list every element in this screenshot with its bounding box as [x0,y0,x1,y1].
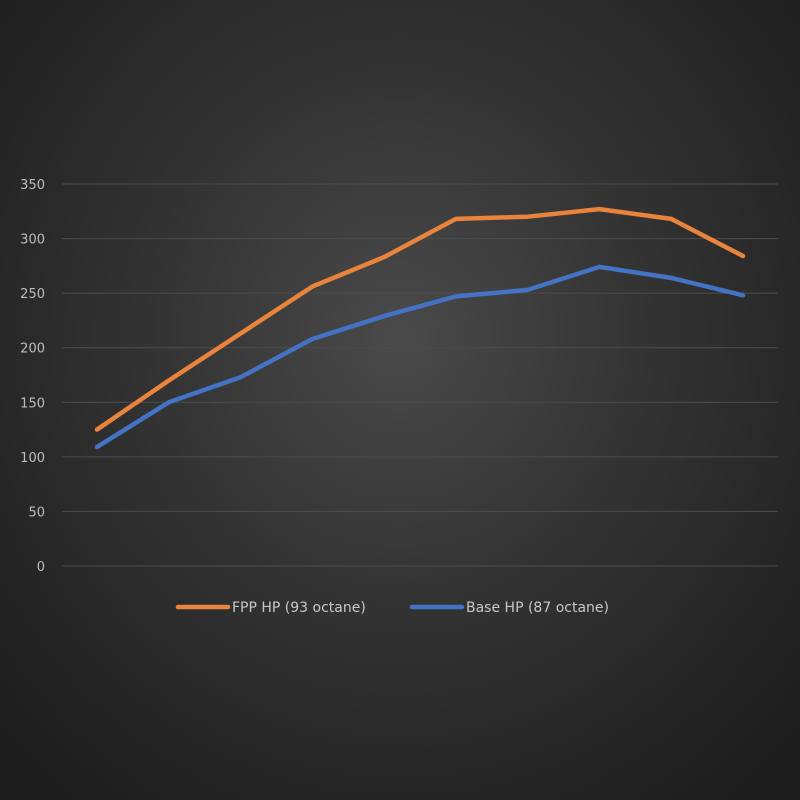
y-tick-label: 250 [20,287,45,302]
legend-label: Base HP (87 octane) [466,600,609,616]
y-tick-label: 300 [20,233,45,248]
y-tick-label: 0 [37,560,45,575]
y-tick-label: 150 [20,396,45,411]
y-tick-label: 350 [20,178,45,193]
series-lines [94,206,746,450]
y-tick-label: 50 [28,505,45,520]
series-line-1 [94,206,746,432]
y-axis-tick-labels: 0 50 100 150 200 250 300 350 [20,178,45,575]
series-line-2 [94,264,746,450]
y-tick-label: 100 [20,451,45,466]
legend-label: FPP HP (93 octane) [232,600,366,616]
y-tick-label: 200 [20,342,45,357]
gridlines [62,183,778,567]
legend: FPP HP (93 octane) Base HP (87 octane) [175,600,609,616]
